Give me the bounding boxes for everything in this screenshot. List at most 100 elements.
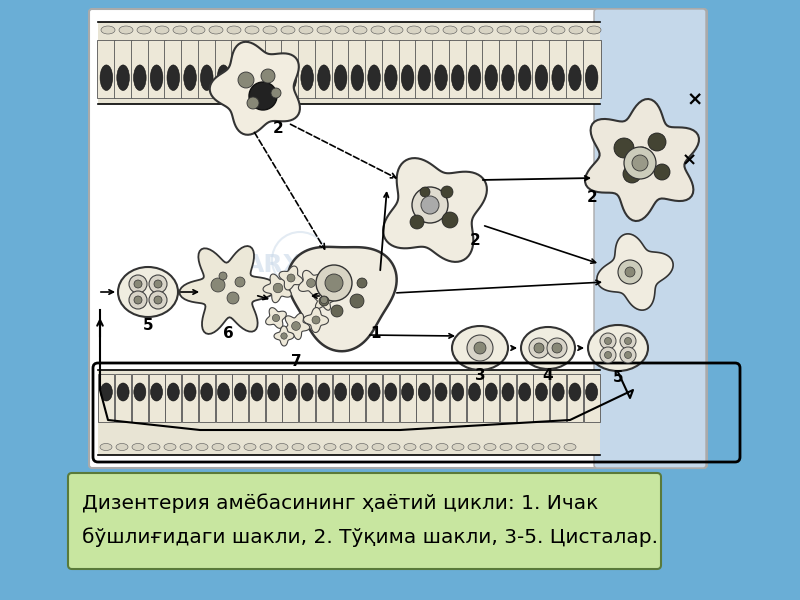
Ellipse shape [521, 327, 575, 369]
Text: 3: 3 [474, 368, 486, 383]
Circle shape [625, 352, 631, 358]
Ellipse shape [535, 383, 547, 401]
Polygon shape [179, 246, 277, 334]
Ellipse shape [551, 26, 565, 34]
Circle shape [623, 165, 641, 183]
Polygon shape [274, 326, 294, 346]
Circle shape [410, 215, 424, 229]
Ellipse shape [497, 26, 511, 34]
Circle shape [474, 342, 486, 354]
Bar [348, 40, 366, 98]
Circle shape [287, 274, 295, 282]
Ellipse shape [117, 65, 130, 91]
Text: бўшлиғидаги шакли, 2. Тўқима шакли, 3-5. Цисталар.: бўшлиғидаги шакли, 2. Тўқима шакли, 3-5.… [82, 527, 658, 547]
Circle shape [620, 333, 636, 349]
Ellipse shape [486, 383, 498, 401]
Ellipse shape [418, 383, 430, 401]
Ellipse shape [299, 26, 313, 34]
Circle shape [632, 155, 648, 171]
Ellipse shape [218, 383, 230, 401]
Bar [265, 40, 282, 98]
Circle shape [129, 291, 147, 309]
Ellipse shape [132, 443, 144, 451]
Text: ×: × [682, 151, 697, 169]
Circle shape [211, 278, 225, 292]
Ellipse shape [548, 443, 560, 451]
Bar [533, 40, 550, 98]
Ellipse shape [134, 65, 146, 91]
Circle shape [648, 133, 666, 151]
Bar [214, 40, 233, 98]
Bar [315, 40, 333, 98]
Ellipse shape [245, 26, 259, 34]
Ellipse shape [515, 26, 529, 34]
Circle shape [420, 187, 430, 197]
Circle shape [357, 278, 367, 288]
Bar [164, 40, 182, 98]
Ellipse shape [301, 383, 313, 401]
Text: 5: 5 [613, 370, 623, 385]
Ellipse shape [301, 65, 314, 91]
Circle shape [238, 72, 254, 88]
Ellipse shape [180, 443, 192, 451]
Ellipse shape [334, 383, 346, 401]
Ellipse shape [201, 65, 213, 91]
Ellipse shape [167, 383, 179, 401]
Polygon shape [314, 289, 335, 310]
FancyBboxPatch shape [89, 9, 707, 468]
Circle shape [605, 337, 611, 344]
Ellipse shape [402, 383, 414, 401]
Ellipse shape [100, 65, 113, 91]
Circle shape [235, 277, 245, 287]
Bar [432, 40, 450, 98]
Ellipse shape [308, 443, 320, 451]
Circle shape [129, 275, 147, 293]
Bar [466, 374, 482, 422]
Bar [231, 40, 250, 98]
Bar [383, 374, 399, 422]
Ellipse shape [148, 443, 160, 451]
Bar [316, 374, 332, 422]
Ellipse shape [502, 65, 514, 91]
Circle shape [634, 147, 650, 163]
Text: 7: 7 [290, 354, 302, 369]
Ellipse shape [184, 65, 196, 91]
Bar [433, 374, 449, 422]
Circle shape [600, 333, 616, 349]
Ellipse shape [285, 383, 297, 401]
Bar [166, 374, 182, 422]
Ellipse shape [388, 443, 400, 451]
Ellipse shape [335, 26, 349, 34]
Bar [248, 40, 266, 98]
Ellipse shape [552, 65, 565, 91]
Text: 6: 6 [222, 326, 234, 341]
Ellipse shape [244, 443, 256, 451]
Polygon shape [303, 308, 329, 332]
Bar [582, 40, 601, 98]
Ellipse shape [435, 383, 447, 401]
Text: 2: 2 [273, 121, 283, 136]
Circle shape [331, 305, 343, 317]
Ellipse shape [569, 383, 581, 401]
Ellipse shape [218, 65, 230, 91]
Circle shape [272, 314, 280, 322]
Bar [517, 374, 533, 422]
Ellipse shape [227, 26, 241, 34]
Ellipse shape [324, 443, 336, 451]
Circle shape [247, 97, 259, 109]
Ellipse shape [586, 65, 598, 91]
Ellipse shape [452, 443, 464, 451]
Circle shape [441, 186, 453, 198]
Circle shape [625, 337, 631, 344]
Ellipse shape [586, 383, 598, 401]
Ellipse shape [118, 267, 178, 317]
Bar [98, 22, 600, 104]
Ellipse shape [196, 443, 208, 451]
Circle shape [273, 283, 283, 293]
Ellipse shape [228, 443, 240, 451]
Ellipse shape [334, 65, 347, 91]
Circle shape [625, 267, 635, 277]
Circle shape [319, 296, 329, 306]
Bar [98, 40, 115, 98]
Ellipse shape [268, 383, 280, 401]
